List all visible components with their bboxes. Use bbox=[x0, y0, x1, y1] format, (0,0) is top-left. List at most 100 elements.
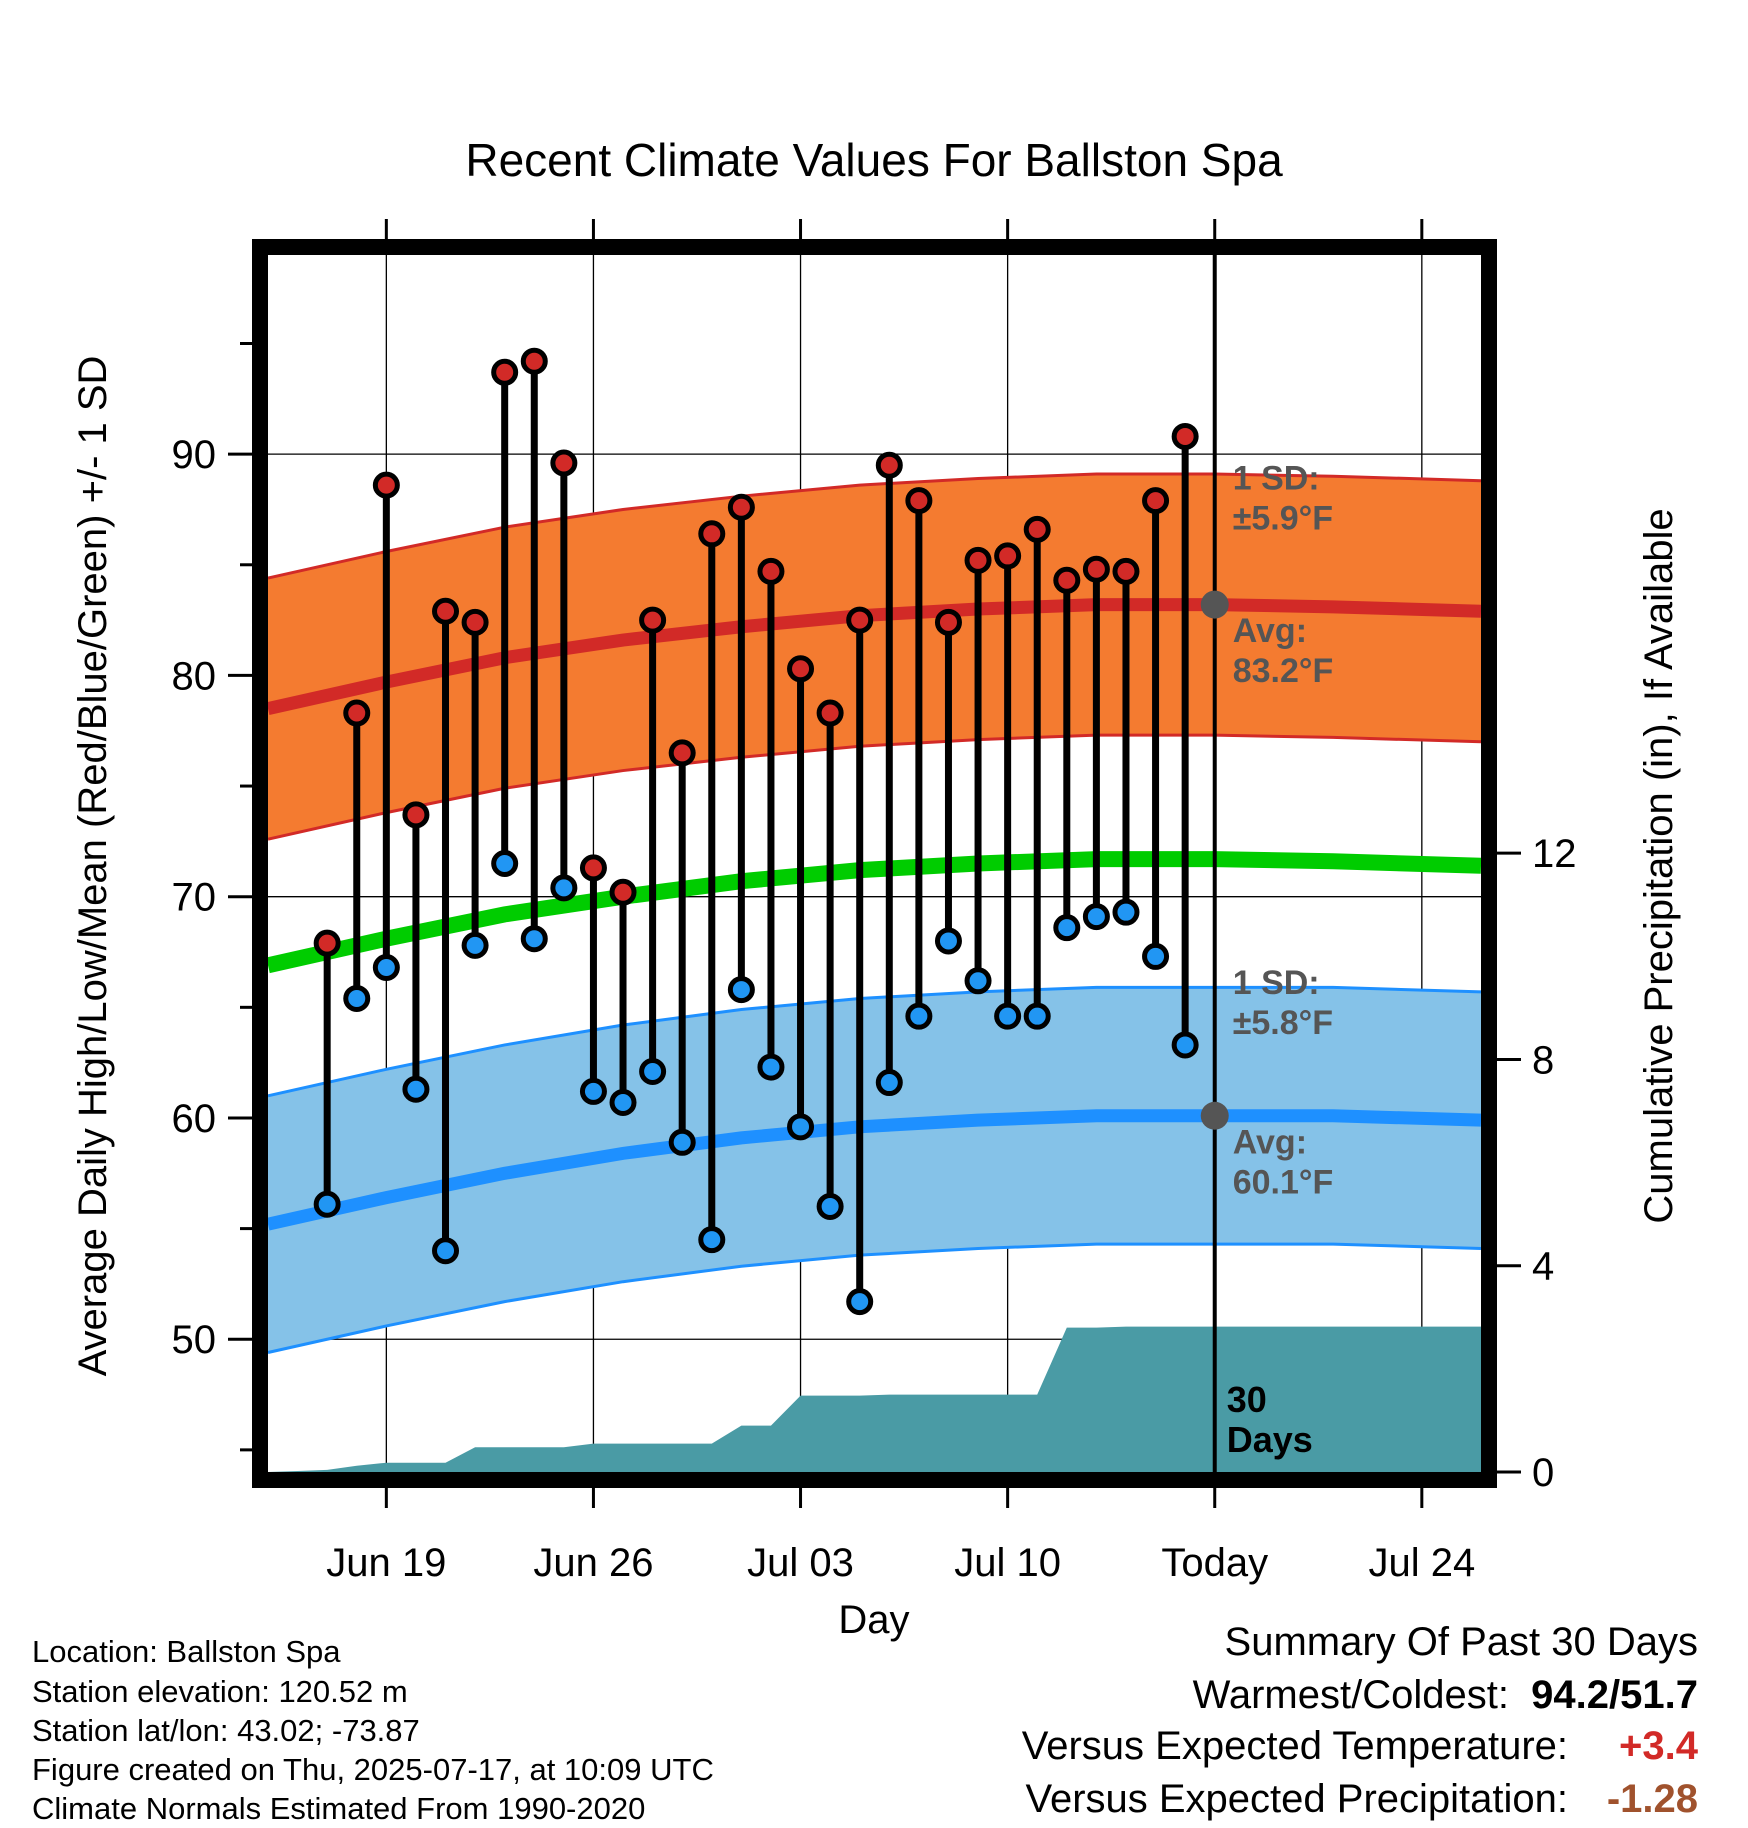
y-tick-label-right: 4 bbox=[1532, 1245, 1554, 1289]
daily-high-point bbox=[491, 358, 519, 386]
y-tick-label-left: 70 bbox=[172, 876, 217, 920]
daily-low-point bbox=[1082, 903, 1110, 931]
daily-low-point bbox=[491, 850, 519, 877]
y-tick-label-left: 90 bbox=[172, 433, 217, 477]
today-normal-low-marker bbox=[1200, 1101, 1229, 1130]
daily-high-point bbox=[846, 606, 874, 634]
daily-low-point bbox=[1053, 914, 1081, 942]
x-tick-label: Jun 19 bbox=[326, 1541, 446, 1585]
daily-high-point bbox=[668, 739, 696, 767]
y-axis-label-left: Average Daily High/Low/Mean (Red/Blue/Gr… bbox=[71, 356, 115, 1377]
daily-low-point bbox=[1023, 1002, 1051, 1030]
daily-high-point bbox=[727, 493, 755, 521]
daily-high-point bbox=[402, 801, 430, 829]
daily-high-point bbox=[698, 520, 726, 548]
daily-low-point bbox=[1142, 942, 1170, 970]
footer-location: Location: Ballston Spa bbox=[32, 1634, 341, 1669]
y-tick-label-left: 50 bbox=[172, 1318, 217, 1362]
summary-precip-label: Versus Expected Precipitation: bbox=[1025, 1777, 1568, 1821]
x-tick-label: Jun 26 bbox=[533, 1541, 653, 1585]
high-sd-band bbox=[268, 474, 1481, 840]
daily-high-point bbox=[1053, 566, 1081, 594]
daily-high-point bbox=[432, 597, 460, 625]
daily-low-point bbox=[757, 1053, 785, 1081]
annotation-high-sd: 1 SD: ±5.9°F bbox=[1233, 460, 1333, 538]
daily-low-point bbox=[1112, 898, 1140, 926]
footer-normals: Climate Normals Estimated From 1990-2020 bbox=[32, 1791, 646, 1826]
daily-low-point bbox=[787, 1113, 815, 1141]
y-tick-label-left: 60 bbox=[172, 1097, 217, 1141]
daily-low-point bbox=[1171, 1031, 1199, 1059]
daily-high-point bbox=[905, 487, 933, 515]
x-axis-label: Day bbox=[838, 1598, 909, 1642]
annotation-low-sd: 1 SD: ±5.8°F bbox=[1233, 964, 1333, 1042]
daily-low-point bbox=[668, 1128, 696, 1156]
x-tick-label: Jul 10 bbox=[954, 1541, 1061, 1585]
daily-low-point bbox=[816, 1192, 844, 1220]
daily-low-point bbox=[402, 1075, 430, 1103]
daily-low-point bbox=[579, 1077, 607, 1105]
daily-low-point bbox=[461, 931, 489, 959]
precip-area bbox=[268, 1326, 1481, 1472]
annotation-30-days: 30 Days bbox=[1227, 1379, 1313, 1460]
plot-area: 1 SD: ±5.9°F Avg: 83.2°F 1 SD: ±5.8°F Avg: 60.1… bbox=[266, 255, 1482, 1472]
daily-low-point bbox=[846, 1288, 874, 1316]
summary-precip-value: -1.28 bbox=[1606, 1777, 1698, 1821]
summary-temp-value: +3.4 bbox=[1619, 1724, 1698, 1768]
daily-low-point bbox=[550, 874, 578, 902]
daily-high-point bbox=[875, 451, 903, 479]
daily-low-point bbox=[520, 925, 548, 953]
x-tick-label: Today bbox=[1161, 1541, 1268, 1585]
summary-warmest: Warmest/Coldest: 94.2/51.7 bbox=[1193, 1675, 1698, 1715]
summary-temperature: Versus Expected Temperature: +3.4 bbox=[1022, 1726, 1698, 1766]
chart-title: Recent Climate Values For Ballston Spa bbox=[465, 134, 1283, 186]
x-tick-label: Jul 03 bbox=[747, 1541, 854, 1585]
daily-low-point bbox=[343, 984, 371, 1012]
normal-mean-line bbox=[266, 851, 1482, 974]
daily-high-point bbox=[639, 606, 667, 634]
daily-low-point bbox=[609, 1088, 637, 1116]
daily-low-point bbox=[905, 1002, 933, 1030]
y-tick-label-right: 12 bbox=[1532, 832, 1577, 876]
daily-high-point bbox=[1082, 555, 1110, 583]
summary-title: Summary Of Past 30 Days bbox=[1224, 1620, 1698, 1664]
daily-high-point bbox=[609, 878, 637, 906]
daily-high-point bbox=[343, 699, 371, 727]
y-tick-label-right: 0 bbox=[1532, 1451, 1554, 1495]
daily-high-point bbox=[994, 542, 1022, 570]
footer-elevation: Station elevation: 120.52 m bbox=[32, 1674, 408, 1709]
daily-low-point bbox=[372, 953, 400, 981]
daily-low-point bbox=[934, 927, 962, 955]
daily-high-point bbox=[461, 608, 489, 636]
summary-temp-label: Versus Expected Temperature: bbox=[1021, 1724, 1568, 1768]
daily-high-point bbox=[1112, 557, 1140, 585]
daily-low-point bbox=[432, 1237, 460, 1265]
daily-low-point bbox=[875, 1069, 903, 1097]
footer-latlon: Station lat/lon: 43.02; -73.87 bbox=[32, 1713, 420, 1748]
summary-warmest-value: 94.2/51.7 bbox=[1531, 1673, 1698, 1717]
daily-low-point bbox=[313, 1190, 341, 1218]
daily-high-point bbox=[313, 929, 341, 957]
annotation-low-avg: Avg: 60.1°F bbox=[1233, 1123, 1334, 1201]
daily-high-point bbox=[964, 546, 992, 574]
daily-low-point bbox=[698, 1226, 726, 1254]
daily-high-point bbox=[1171, 422, 1199, 450]
daily-high-point bbox=[1023, 515, 1051, 543]
daily-high-point bbox=[757, 557, 785, 585]
daily-high-point bbox=[579, 854, 607, 882]
low-sd-band bbox=[268, 987, 1481, 1353]
summary-warmest-label: Warmest/Coldest: bbox=[1192, 1673, 1509, 1717]
daily-high-point bbox=[816, 699, 844, 727]
y-tick-label-left: 80 bbox=[172, 654, 217, 698]
plot-frame bbox=[252, 239, 1497, 1488]
y-axis-label-right: Cumulative Precipitation (in), If Availa… bbox=[1637, 508, 1681, 1223]
summary-precipitation: Versus Expected Precipitation: -1.28 bbox=[1025, 1779, 1698, 1819]
axes: Jun 19 Jun 26 Jul 03 Jul 10 Today Jul 24 50 60 7… bbox=[172, 219, 1577, 1585]
daily-high-point bbox=[1142, 487, 1170, 515]
high-band-upper-edge bbox=[267, 472, 1482, 580]
daily-low-point bbox=[964, 967, 992, 995]
daily-high-point bbox=[520, 347, 548, 375]
footer-created: Figure created on Thu, 2025-07-17, at 10… bbox=[32, 1752, 714, 1787]
x-tick-label: Jul 24 bbox=[1368, 1541, 1475, 1585]
daily-high-point bbox=[372, 471, 400, 499]
